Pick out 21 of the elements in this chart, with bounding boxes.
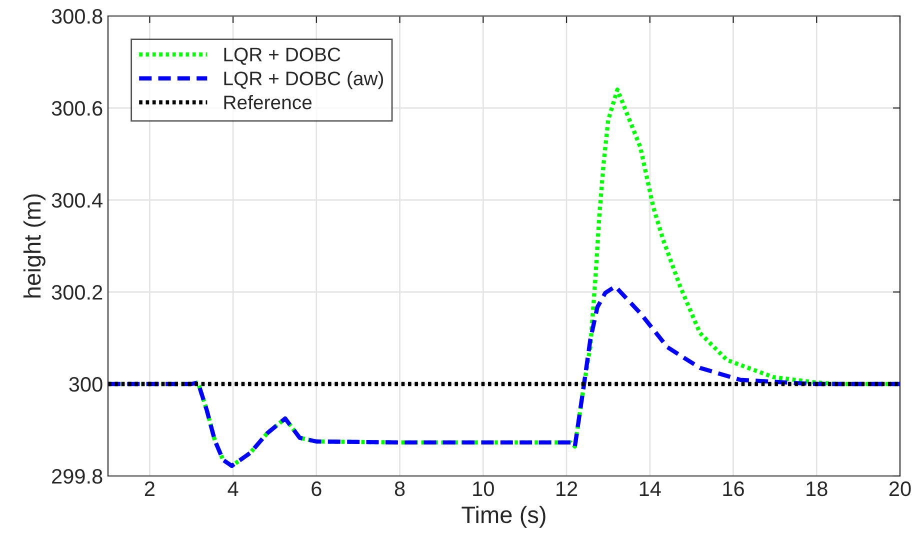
y-tick-label: 300 xyxy=(69,377,102,392)
x-axis-title: Time (s) xyxy=(462,506,546,528)
x-tick-label: 10 xyxy=(473,481,494,496)
y-tick-label: 300.8 xyxy=(52,9,102,24)
y-tick-label: 300.6 xyxy=(52,101,102,116)
x-tick-label: 12 xyxy=(556,481,578,496)
x-tick-label: 4 xyxy=(228,482,238,496)
legend-label: LQR + DOBC (aw) xyxy=(224,71,384,90)
x-tick-label: 14 xyxy=(640,482,661,496)
legend-label: Reference xyxy=(224,95,312,110)
y-axis-title: height (m) xyxy=(23,194,46,298)
x-tick-label: 8 xyxy=(394,481,405,496)
x-tick-label: 16 xyxy=(723,481,744,496)
x-tick-label: 2 xyxy=(144,481,154,496)
x-tick-label: 20 xyxy=(889,481,911,496)
x-tick-label: 6 xyxy=(312,481,322,496)
y-tick-label: 300.4 xyxy=(52,193,103,208)
x-tick-label: 18 xyxy=(806,481,828,496)
legend-label: LQR + DOBC xyxy=(224,48,340,65)
y-tick-label: 299.8 xyxy=(52,469,102,484)
y-tick-label: 300.2 xyxy=(52,285,102,300)
